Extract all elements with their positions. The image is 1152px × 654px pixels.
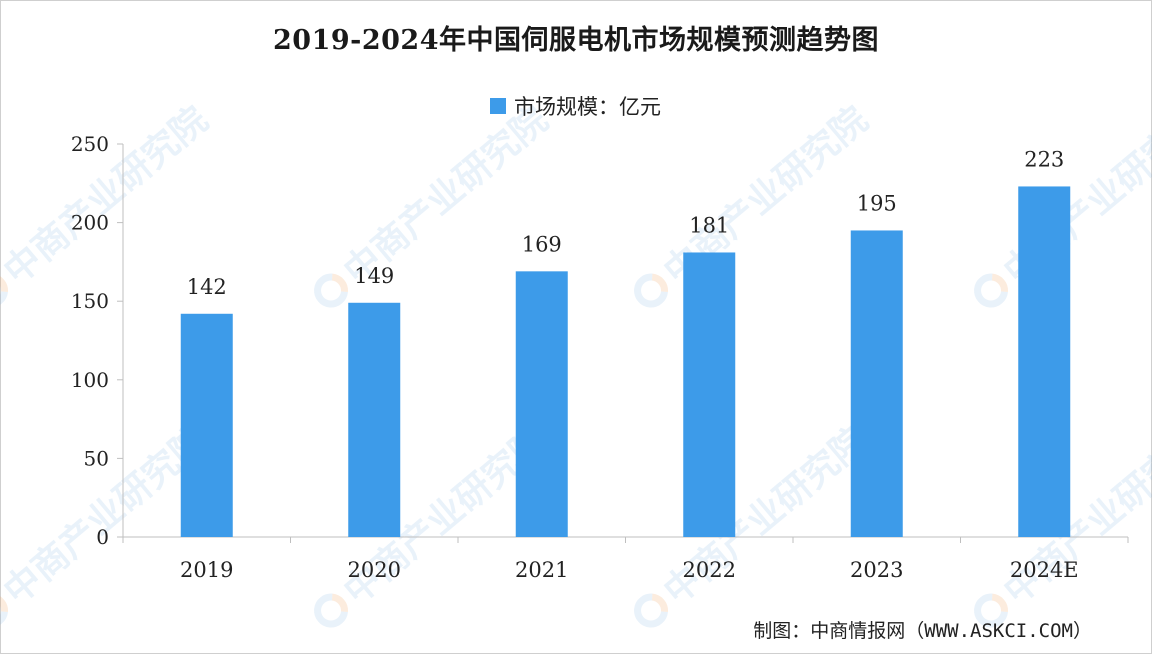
x-tick-label-2021: 2021 bbox=[515, 558, 568, 582]
x-tick-label-2020: 2020 bbox=[348, 558, 401, 582]
y-tick-label: 250 bbox=[71, 132, 109, 156]
bar-2023 bbox=[850, 230, 903, 537]
bar-2019 bbox=[180, 313, 233, 537]
y-tick-label: 50 bbox=[84, 446, 109, 470]
y-tick-label: 200 bbox=[71, 211, 109, 235]
y-tick-label: 100 bbox=[71, 368, 109, 392]
x-tick-label-2022: 2022 bbox=[683, 558, 736, 582]
y-tick-label: 0 bbox=[96, 525, 109, 549]
source-note: 制图：中商情报网（WWW.ASKCI.COM） bbox=[753, 620, 1092, 642]
chart-title: 2019-2024年中国伺服电机市场规模预测趋势图 bbox=[273, 25, 879, 56]
legend: 市场规模：亿元 bbox=[490, 92, 661, 120]
legend-label: 市场规模：亿元 bbox=[514, 95, 661, 119]
data-label-2022: 181 bbox=[689, 213, 729, 237]
data-label-2019: 142 bbox=[187, 275, 227, 299]
data-label-2020: 149 bbox=[354, 264, 394, 288]
x-tick-label-2024E: 2024E bbox=[1010, 558, 1079, 582]
bar-2022 bbox=[683, 252, 736, 537]
legend-swatch bbox=[490, 98, 506, 114]
bar-2024E bbox=[1018, 186, 1071, 537]
bar-2020 bbox=[348, 302, 401, 537]
x-tick-label-2019: 2019 bbox=[180, 558, 233, 582]
x-tick-label-2023: 2023 bbox=[850, 558, 903, 582]
data-label-2021: 169 bbox=[522, 232, 562, 256]
y-tick-label: 150 bbox=[71, 289, 109, 313]
data-label-2024E: 223 bbox=[1024, 147, 1064, 171]
bar-2021 bbox=[515, 271, 568, 537]
data-label-2023: 195 bbox=[857, 191, 897, 215]
